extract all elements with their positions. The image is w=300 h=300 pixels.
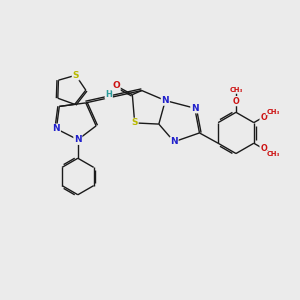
Text: N: N: [52, 124, 60, 133]
Text: N: N: [170, 137, 178, 146]
Text: O: O: [260, 144, 267, 153]
Text: N: N: [74, 135, 82, 144]
Text: O: O: [112, 81, 120, 90]
Text: O: O: [260, 112, 267, 122]
Text: S: S: [131, 118, 138, 127]
Text: CH₃: CH₃: [266, 109, 280, 115]
Text: H: H: [105, 90, 112, 99]
Text: CH₃: CH₃: [266, 151, 280, 157]
Text: CH₃: CH₃: [229, 87, 243, 93]
Text: N: N: [161, 96, 169, 105]
Text: S: S: [73, 71, 79, 80]
Text: N: N: [191, 104, 199, 113]
Text: O: O: [232, 97, 239, 106]
